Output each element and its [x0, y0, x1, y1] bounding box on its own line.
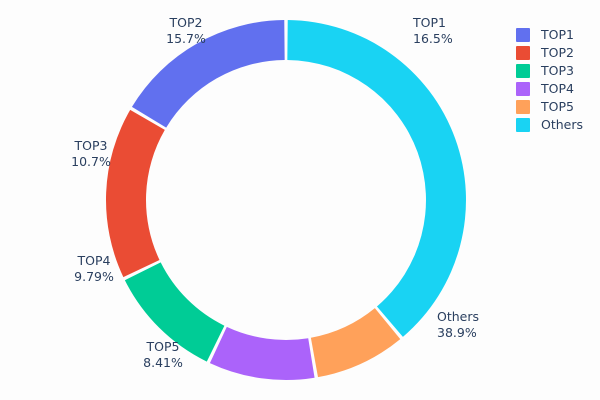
- legend-swatch-icon: [516, 46, 530, 60]
- slice-label-others: Others 38.9%: [437, 309, 479, 340]
- legend-swatch-icon: [516, 100, 530, 114]
- slice-label-top2: TOP2 15.7%: [166, 15, 206, 46]
- donut-slice-top1[interactable]: [131, 20, 285, 128]
- legend-item-top2[interactable]: TOP2: [516, 44, 600, 62]
- slice-label-percent: 10.7%: [71, 154, 111, 169]
- legend-item-top4[interactable]: TOP4: [516, 80, 600, 98]
- donut-slice-top5[interactable]: [310, 308, 401, 378]
- donut-slice-others[interactable]: [287, 20, 466, 337]
- slice-label-percent: 15.7%: [166, 31, 206, 46]
- donut-slice-labels: TOP1 16.5% TOP2 15.7% TOP3 10.7% TOP4 9.79% TOP5…: [71, 15, 479, 370]
- legend-item-top1[interactable]: TOP1: [516, 26, 600, 44]
- slice-label-top4: TOP4 9.79%: [74, 253, 114, 284]
- legend-item-label: TOP3: [541, 63, 574, 78]
- slice-label-top1: TOP1 16.5%: [412, 15, 453, 46]
- slice-label-name: TOP1: [412, 15, 446, 30]
- legend-swatch-icon: [516, 118, 530, 132]
- slice-label-percent: 8.41%: [143, 355, 183, 370]
- chart-legend: TOP1 TOP2 TOP3 TOP4 TOP5 Others: [516, 26, 600, 134]
- legend-item-label: TOP1: [541, 27, 574, 42]
- legend-swatch-icon: [516, 82, 530, 96]
- slice-label-name: TOP3: [74, 138, 108, 153]
- donut-slice-top3[interactable]: [124, 262, 225, 362]
- legend-swatch-icon: [516, 64, 530, 78]
- legend-item-label: TOP4: [541, 81, 574, 96]
- slice-label-name: TOP4: [77, 253, 111, 268]
- legend-item-top5[interactable]: TOP5: [516, 98, 600, 116]
- legend-swatch-icon: [516, 28, 530, 42]
- legend-item-top3[interactable]: TOP3: [516, 62, 600, 80]
- legend-item-label: Others: [541, 117, 584, 132]
- legend-item-label: TOP5: [541, 99, 574, 114]
- slice-label-percent: 16.5%: [413, 31, 453, 46]
- donut-slice-top4[interactable]: [209, 326, 315, 381]
- slice-label-percent: 38.9%: [437, 325, 477, 340]
- slice-label-percent: 9.79%: [74, 269, 114, 284]
- donut-slices: [105, 20, 466, 381]
- legend-item-others[interactable]: Others: [516, 116, 600, 134]
- slice-label-top3: TOP3 10.7%: [71, 138, 111, 169]
- slice-label-name: TOP2: [169, 15, 203, 30]
- legend-item-label: TOP2: [541, 45, 574, 60]
- slice-label-top5: TOP5 8.41%: [143, 339, 183, 370]
- slice-label-name: Others: [437, 309, 479, 324]
- slice-label-name: TOP5: [146, 339, 180, 354]
- donut-slice-top2[interactable]: [105, 109, 165, 278]
